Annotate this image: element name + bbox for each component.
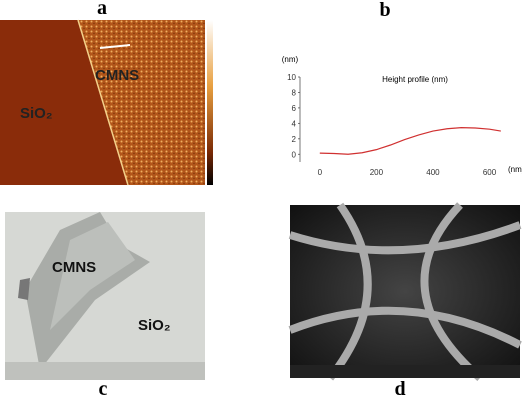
height-profile-chart: Height profile (nm) (nm) (nm) 0 2 4 6 8 10 0 20… bbox=[282, 55, 522, 177]
x-tick-label: 200 bbox=[370, 168, 384, 177]
panel-label: b bbox=[379, 0, 390, 21]
panel-label: c bbox=[99, 378, 108, 400]
x-tick-label: 0 bbox=[318, 168, 323, 177]
y-tick-label: 4 bbox=[292, 119, 297, 128]
y-axis-label: (nm) bbox=[282, 55, 299, 64]
x-axis-label: (nm) bbox=[508, 165, 522, 174]
panel-label: d bbox=[394, 378, 405, 400]
x-tick-label: 400 bbox=[426, 168, 440, 177]
region-label: CMNS bbox=[52, 259, 96, 276]
y-tick-label: 2 bbox=[292, 135, 297, 144]
y-tick-label: 6 bbox=[292, 104, 297, 113]
y-tick-label: 10 bbox=[287, 73, 296, 82]
panel-label: a bbox=[97, 0, 107, 19]
region-label: SiO₂ bbox=[138, 317, 171, 334]
afm-image: CMNS SiO₂ bbox=[0, 19, 213, 186]
region-label: CMNS bbox=[95, 67, 139, 84]
y-tick-label: 8 bbox=[292, 88, 297, 97]
height-line bbox=[319, 127, 501, 155]
sem-image bbox=[288, 202, 522, 382]
region-label: SiO₂ bbox=[20, 105, 53, 122]
chart-title: Height profile (nm) bbox=[382, 75, 448, 84]
tem-image: CMNS SiO₂ bbox=[5, 212, 205, 380]
y-tick-label: 0 bbox=[292, 150, 297, 159]
x-tick-label: 600 bbox=[483, 168, 497, 177]
